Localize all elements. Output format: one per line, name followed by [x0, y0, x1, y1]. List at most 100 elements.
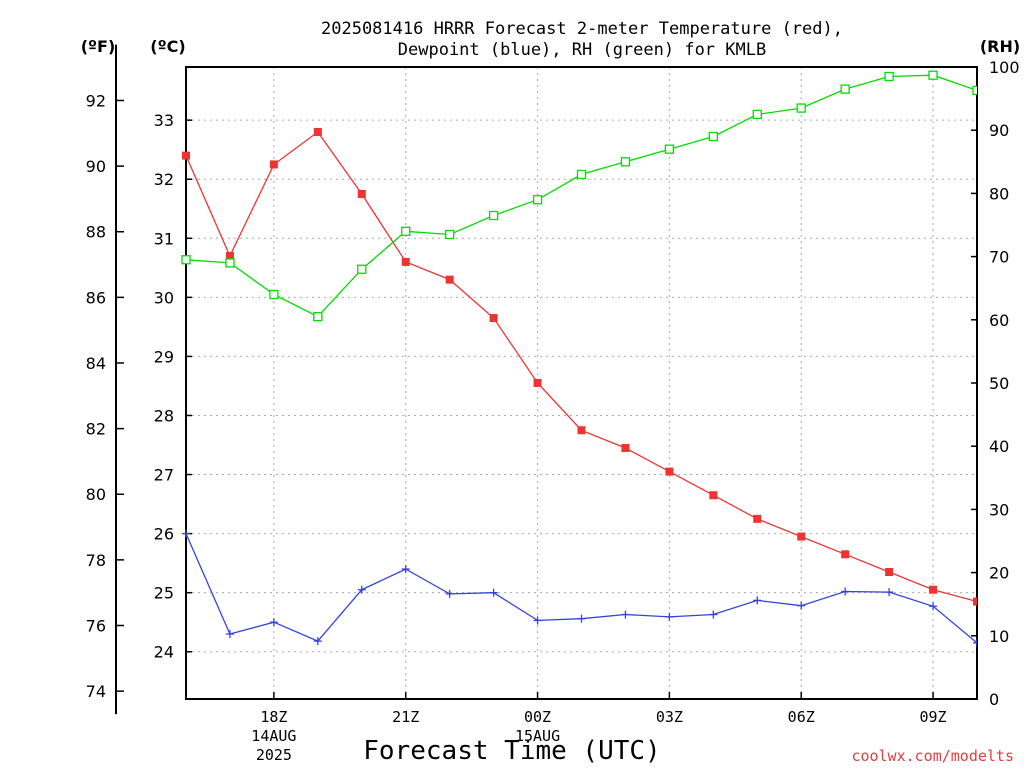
- temperature-point: [973, 597, 977, 606]
- rh-point: [796, 103, 806, 113]
- dewpoint-point: [445, 589, 454, 598]
- rh-point: [488, 210, 499, 221]
- rh-point: [181, 255, 191, 265]
- temperature-point: [401, 257, 410, 266]
- rh-point: [664, 144, 675, 154]
- celsius-tick-label: 33: [154, 111, 174, 130]
- dewpoint-point: [313, 637, 322, 646]
- rh-tick-label: 100: [989, 58, 1020, 77]
- celsius-tick-label: 31: [154, 229, 174, 248]
- fahrenheit-tick-label: 86: [86, 288, 106, 307]
- temperature-point: [269, 160, 278, 169]
- dewpoint-point: [182, 529, 190, 538]
- x-tick-label: 03Z: [656, 708, 683, 726]
- fahrenheit-tick-label: 74: [86, 682, 106, 701]
- x-tick-date-label: 15AUG: [515, 727, 560, 745]
- dewpoint-point: [533, 616, 542, 625]
- x-tick-year-label: 2025: [256, 746, 292, 764]
- dewpoint-point: [753, 596, 762, 605]
- rh-point: [752, 109, 762, 120]
- temperature-point: [225, 252, 234, 261]
- dewpoint-point: [621, 610, 630, 619]
- celsius-tick-label: 27: [154, 466, 174, 485]
- temperature-point: [357, 189, 366, 198]
- fahrenheit-tick-label: 76: [86, 616, 106, 635]
- fahrenheit-tick-label: 78: [86, 551, 106, 570]
- rh-tick-label: 40: [989, 437, 1009, 456]
- temperature-point: [489, 314, 498, 323]
- x-axis-title: Forecast Time (UTC): [363, 736, 660, 766]
- chart-title-line2: Dewpoint (blue), RH (green) for KMLB: [398, 40, 766, 60]
- celsius-tick-label: 25: [154, 584, 174, 603]
- dewpoint-point: [489, 588, 498, 597]
- rh-point: [401, 226, 411, 236]
- chart-title-line1: 2025081416 HRRR Forecast 2-meter Tempera…: [321, 19, 843, 39]
- rh-tick-label: 80: [989, 184, 1009, 203]
- x-tick-label: 18Z: [260, 708, 287, 726]
- fahrenheit-tick-label: 88: [86, 223, 106, 242]
- celsius-tick-label: 29: [154, 347, 174, 366]
- celsius-tick-label: 30: [154, 288, 174, 307]
- rh-point: [313, 311, 323, 322]
- grid: [186, 67, 977, 699]
- axes: 24 25 26 27 28 29 30 31 32 33 74 76 78 80 82 84 86 88 90 92…: [86, 44, 1020, 764]
- rh-tick-label: 60: [989, 311, 1009, 330]
- rh-tick-label: 50: [989, 374, 1009, 393]
- celsius-tick-label: 28: [154, 406, 174, 425]
- watermark: coolwx.com/modelts: [851, 747, 1014, 765]
- x-tick-label: 09Z: [920, 708, 947, 726]
- dewpoint-point: [577, 614, 586, 623]
- fahrenheit-tick-label: 80: [86, 485, 106, 504]
- rh-unit-label: (RH): [980, 37, 1020, 56]
- rh-point: [269, 289, 279, 300]
- fahrenheit-tick-label: 82: [86, 420, 106, 439]
- dewpoint-point: [665, 612, 674, 621]
- celsius-unit-label: (ºC): [150, 37, 185, 56]
- temperature-line: [185, 131, 977, 603]
- dewpoint-point: [973, 638, 977, 647]
- dewpoint-line: [185, 533, 977, 644]
- x-tick-date-label: 14AUG: [251, 727, 296, 745]
- temperature-point: [182, 151, 190, 160]
- fahrenheit-tick-label: 90: [86, 157, 106, 176]
- dewpoint-point: [929, 602, 938, 611]
- rh-tick-label: 20: [989, 564, 1009, 583]
- dewpoint-point: [401, 565, 410, 574]
- rh-point: [884, 71, 894, 82]
- fahrenheit-tick-label: 84: [86, 354, 106, 373]
- rh-point: [445, 229, 455, 240]
- temperature-point: [929, 585, 938, 594]
- plot-frame: [185, 66, 978, 700]
- celsius-tick-label: 24: [154, 643, 174, 662]
- rh-tick-label: 10: [989, 627, 1009, 646]
- rh-point: [972, 85, 977, 96]
- temperature-point: [665, 467, 674, 476]
- rh-tick-label: 30: [989, 500, 1009, 519]
- series-layer: [181, 70, 977, 647]
- temperature-point: [797, 532, 806, 541]
- dewpoint-point: [885, 588, 894, 597]
- rh-point: [620, 157, 631, 167]
- rh-tick-label: 70: [989, 248, 1009, 267]
- dewpoint-point: [797, 601, 806, 610]
- temperature-point: [533, 379, 542, 387]
- temperature-point: [709, 491, 718, 500]
- rh-tick-label: 0: [989, 690, 999, 709]
- rh-point: [928, 70, 938, 80]
- dewpoint-point: [225, 630, 234, 639]
- temperature-point: [577, 426, 586, 435]
- rh-tick-label: 90: [989, 121, 1009, 140]
- rh-point: [576, 169, 587, 180]
- temperature-point: [445, 275, 454, 284]
- fahrenheit-tick-label: 92: [86, 91, 106, 110]
- temperature-point: [753, 514, 762, 523]
- dewpoint-point: [269, 618, 278, 627]
- rh-point: [225, 258, 235, 268]
- temperature-point: [621, 443, 630, 452]
- temperature-point: [885, 568, 894, 577]
- temperature-point: [841, 550, 850, 559]
- x-tick-label: 00Z: [524, 708, 551, 726]
- dewpoint-point: [709, 610, 718, 619]
- rh-point: [840, 84, 850, 94]
